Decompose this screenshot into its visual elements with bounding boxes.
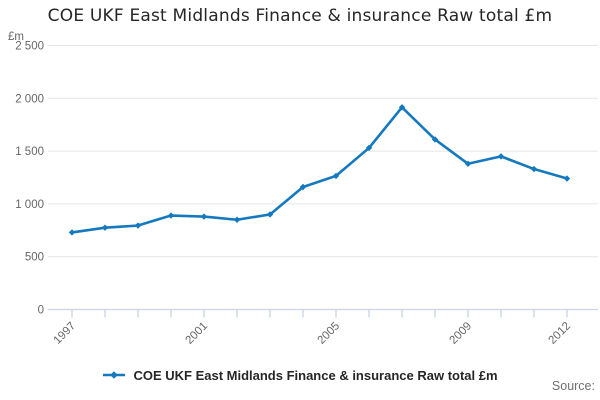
y-axis-tick-label: 500 — [25, 252, 44, 264]
source-label: Source: — [551, 379, 595, 393]
data-point-marker[interactable] — [134, 222, 142, 229]
chart-title: COE UKF East Midlands Finance & insuranc… — [47, 6, 553, 26]
line-chart-plot-area: 0 500 1 000 1 500 2 000 2 500 1997 2001 2005 2009… — [15, 41, 598, 347]
data-point-marker[interactable] — [233, 216, 241, 223]
y-axis-tick-label: 2 500 — [15, 41, 44, 53]
legend-item[interactable]: COE UKF East Midlands Finance & insuranc… — [0, 365, 600, 385]
x-axis-tick-label: 2005 — [316, 320, 343, 347]
data-point-marker[interactable] — [530, 165, 538, 173]
x-axis-tick-label: 2009 — [448, 320, 475, 347]
data-point-marker[interactable] — [563, 175, 571, 182]
data-point-marker[interactable] — [101, 224, 109, 231]
data-point-marker[interactable] — [464, 160, 472, 167]
x-axis-tick-label: 2012 — [547, 320, 574, 347]
x-axis-tick-label: 2001 — [184, 320, 211, 347]
legend-label: COE UKF East Midlands Finance & insuranc… — [133, 367, 498, 383]
y-axis-tick-label: 0 — [38, 305, 44, 317]
data-point-marker[interactable] — [365, 144, 373, 152]
data-point-marker[interactable] — [398, 104, 406, 111]
y-axis-unit-label: £m — [8, 31, 24, 43]
data-point-marker[interactable] — [200, 213, 208, 220]
data-point-marker[interactable] — [68, 229, 76, 236]
y-axis-tick-label: 1 500 — [15, 146, 44, 158]
data-point-marker[interactable] — [332, 172, 340, 180]
data-point-marker[interactable] — [497, 153, 505, 160]
data-point-marker[interactable] — [299, 183, 307, 191]
data-point-marker[interactable] — [431, 136, 439, 143]
data-point-marker[interactable] — [266, 211, 274, 218]
y-axis-tick-label: 1 000 — [15, 199, 44, 211]
x-axis-tick-label: 1997 — [52, 320, 79, 347]
data-point-marker[interactable] — [167, 212, 175, 219]
data-line — [70, 105, 569, 234]
y-axis-tick-label: 2 000 — [15, 93, 44, 105]
legend-line-marker-icon — [103, 371, 126, 379]
